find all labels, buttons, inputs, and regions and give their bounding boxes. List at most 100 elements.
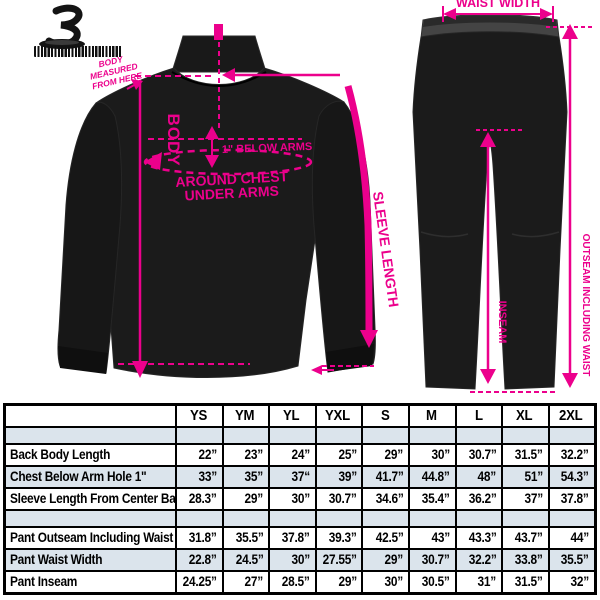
annotation-layer: BODY BODY MEASURED FROM HERE 1" BELOW AR… — [89, 0, 593, 393]
size-value: 39” — [314, 464, 364, 489]
jacket-left-cuff — [58, 346, 108, 374]
size-value: 29” — [314, 569, 364, 594]
spacer-cell — [268, 425, 317, 445]
inseam-label: INSEAM — [496, 301, 508, 344]
measurement-diagram: BODY BODY MEASURED FROM HERE 1" BELOW AR… — [16, 0, 593, 393]
size-value: 35.5” — [221, 525, 271, 550]
size-value: 30” — [361, 569, 411, 594]
spacer-row — [3, 425, 597, 445]
size-value: 30” — [408, 442, 457, 467]
pant-row: Pant Waist Width 22.8” 24.5” 30” 27.55” 29” 30… — [3, 547, 597, 572]
size-value: 31.8” — [175, 525, 224, 550]
size-col-header: L — [454, 403, 504, 428]
sleeve-label: SLEEVE LENGTH — [370, 190, 402, 308]
size-value: 22.8” — [175, 547, 224, 572]
size-value: 43” — [408, 525, 457, 550]
spacer-cell — [501, 425, 550, 445]
waist-label: WAIST WIDTH — [456, 0, 540, 10]
size-col-header: S — [361, 403, 411, 428]
spacer-cell — [3, 425, 177, 445]
pants-legs — [412, 31, 568, 390]
spacer-cell — [454, 508, 504, 528]
size-value: 27” — [221, 569, 271, 594]
size-value: 30.5” — [408, 569, 457, 594]
size-value: 24.5” — [221, 547, 271, 572]
spacer-cell — [547, 508, 597, 528]
brand-logo-text — [34, 46, 122, 57]
body-length-measure: BODY — [118, 80, 250, 378]
size-value: 30.7” — [408, 547, 457, 572]
spacer-cell — [175, 425, 224, 445]
around-chest-label-2: UNDER ARMS — [184, 183, 279, 204]
jacket-body — [95, 67, 345, 378]
size-value: 31.5” — [501, 442, 550, 467]
around-chest-label-1: AROUND CHEST — [175, 168, 289, 190]
size-col-header: YS — [175, 403, 224, 428]
size-value: 35.4” — [408, 486, 457, 511]
size-col-header: YM — [221, 403, 271, 428]
spacer-cell — [221, 508, 271, 528]
row-label: Pant Inseam — [3, 569, 177, 594]
jacket-row: Back Body Length 22” 23” 24” 25” 29” 30” 30.7” 3… — [3, 442, 597, 467]
spacer-cell — [3, 508, 177, 528]
size-value: 48” — [454, 464, 504, 489]
size-value: 33.8” — [501, 547, 550, 572]
size-value: 42.5” — [361, 525, 411, 550]
spacer-cell — [547, 425, 597, 445]
size-value: 36.2” — [454, 486, 504, 511]
pants-figure — [412, 14, 568, 390]
outseam-measure: OUTSEAM INCLUDING WAIST — [546, 24, 593, 388]
center-back-tick — [214, 24, 223, 40]
size-value: 30.7” — [314, 486, 364, 511]
jacket-left-sleeve — [57, 101, 123, 374]
brand-logo — [16, 4, 122, 57]
spacer-row — [3, 508, 597, 528]
spacer-cell — [314, 508, 364, 528]
size-value: 51” — [501, 464, 550, 489]
spacer-cell — [361, 425, 411, 445]
size-value: 29” — [361, 547, 411, 572]
pants-right-knee-seam — [511, 231, 560, 238]
size-col-header: XL — [501, 403, 550, 428]
waist-measure: WAIST WIDTH — [442, 0, 554, 22]
size-value: 25” — [314, 442, 364, 467]
spacer-cell — [454, 425, 504, 445]
pants-left-knee-seam — [420, 231, 469, 238]
spacer-cell — [408, 425, 457, 445]
size-value: 32.2” — [454, 547, 504, 572]
spacer-cell — [268, 508, 317, 528]
size-value: 30” — [268, 547, 317, 572]
size-value: 54.3” — [547, 464, 597, 489]
pant-row: Pant Outseam Including Waist 31.8” 35.5” 37… — [3, 525, 597, 550]
outseam-label: OUTSEAM INCLUDING WAIST — [580, 234, 591, 377]
spacer-cell — [221, 425, 271, 445]
row-label: Pant Outseam Including Waist — [3, 525, 177, 550]
size-value: 37.8” — [268, 525, 317, 550]
row-label: Chest Below Arm Hole 1" — [3, 464, 177, 489]
size-value: 32.2” — [547, 442, 597, 467]
size-value: 43.7” — [501, 525, 550, 550]
spacer-cell — [314, 425, 364, 445]
chest-measure: 1" BELOW ARMS AROUND CHEST UNDER ARMS — [143, 126, 313, 204]
size-value: 33” — [175, 464, 224, 489]
size-value: 44” — [547, 525, 597, 550]
size-value: 31.5” — [501, 569, 550, 594]
corner-cell — [3, 403, 177, 428]
below-arms-label: 1" BELOW ARMS — [222, 141, 313, 156]
size-value: 37” — [501, 486, 550, 511]
size-value: 37.8” — [547, 486, 597, 511]
size-header-row: YS YM YL YXL S M L XL 2XL — [3, 403, 597, 428]
size-value: 41.7” — [361, 464, 411, 489]
measured-from-note: BODY MEASURED FROM HERE — [89, 54, 143, 92]
size-value: 35.5” — [547, 547, 597, 572]
size-value: 29” — [221, 486, 271, 511]
jacket-row: Chest Below Arm Hole 1" 33” 35” 37“ 39” 41.7”… — [3, 464, 597, 489]
size-col-header: YL — [268, 403, 317, 428]
measured-from-arrow — [126, 79, 143, 90]
size-value: 23” — [221, 442, 271, 467]
size-value: 30.7” — [454, 442, 504, 467]
size-value: 28.3” — [175, 486, 224, 511]
spacer-cell — [175, 508, 224, 528]
size-value: 24.25” — [175, 569, 224, 594]
size-value: 37“ — [268, 464, 317, 489]
